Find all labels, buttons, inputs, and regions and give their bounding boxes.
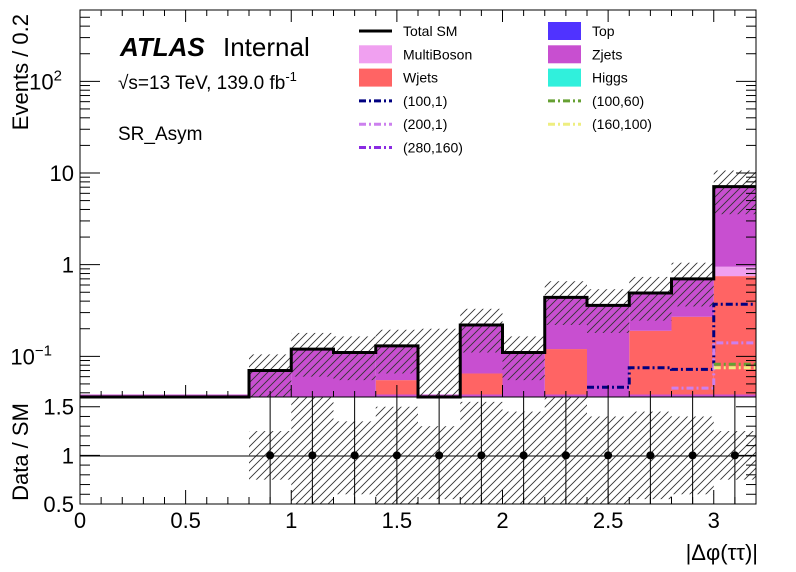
ratio-point [688, 451, 697, 460]
ratio-ticks: 0.511.50 0.5 1 1.5 2 2.5 3 [43, 395, 757, 533]
uncertainty-bin [291, 332, 334, 377]
uncertainty-bin [375, 329, 418, 374]
ratio-point [308, 451, 317, 460]
ratio-point [477, 451, 486, 460]
ratio-point [519, 451, 528, 460]
ratio-point [266, 451, 275, 460]
ratio-point [604, 451, 613, 460]
ratio-y-title: Data / SM [8, 403, 33, 501]
atlas-label: ATLAS [119, 32, 205, 62]
y-tick-label: 10−1 [10, 342, 52, 369]
bar-wjets [671, 316, 714, 397]
ratio-point [350, 451, 359, 460]
ratio-y-tick-label: 0.5 [43, 492, 74, 517]
ratio-y-tick-label: 1 [62, 443, 74, 468]
upper-panel: 10−1 1 10 102 Events / 0.2 ATLAS Internal √… [8, 9, 757, 399]
energy-lumi-label: √s=13 TeV, 139.0 fb-1 [118, 69, 297, 94]
legend-label: Total SM [403, 23, 457, 39]
y-tick-label: 1 [62, 253, 74, 278]
bar-wjets [629, 330, 672, 397]
uncertainty-band [249, 170, 756, 397]
legend-swatch [359, 45, 392, 64]
y-axis-title: Events / 0.2 [8, 14, 33, 130]
legend-label: (280,160) [403, 140, 463, 156]
legend-label: Higgs [592, 70, 628, 86]
upper-y-ticks: 10−1 1 10 102 [10, 9, 757, 397]
ratio-point [435, 451, 444, 460]
legend-label: (160,100) [592, 116, 652, 132]
uncertainty-bin [249, 354, 292, 397]
legend-swatch [548, 45, 581, 64]
x-tick-label: 0.5 [170, 508, 201, 533]
ratio-point [561, 451, 570, 460]
x-tick-label: 0 [74, 508, 86, 533]
signal-(100,1) [587, 302, 756, 389]
uncertainty-bin [333, 336, 376, 381]
bar-wjets [713, 276, 756, 397]
legend-label: Top [592, 23, 615, 39]
legend-label: Wjets [403, 70, 438, 86]
y-tick-label: 10 [50, 161, 74, 186]
ratio-panel: 0.511.50 0.5 1 1.5 2 2.5 3 Data / SM |Δφ(ττ)| [8, 395, 758, 565]
uncertainty-bin [418, 328, 461, 397]
x-tick-label: 2 [496, 508, 508, 533]
bar-wjets [460, 373, 503, 397]
uncertainty-bin [460, 308, 503, 353]
legend-swatch [359, 68, 392, 87]
signal-lines [587, 302, 756, 390]
legend-label: (200,1) [403, 116, 447, 132]
uncertainty-bin [544, 281, 587, 325]
bar-wjets [544, 349, 587, 397]
uncertainty-bin [713, 170, 756, 215]
uncertainty-bin [629, 276, 672, 321]
ratio-point [392, 451, 401, 460]
ratio-uncertainty-band [249, 397, 756, 504]
region-label: SR_Asym [118, 124, 202, 145]
legend-swatch [548, 22, 581, 40]
ratio-point [646, 451, 655, 460]
bar-multiboson [713, 266, 756, 277]
uncertainty-bin [502, 336, 545, 381]
x-axis-title: |Δφ(ττ)| [686, 540, 758, 565]
legend: Total SM Top MultiBoson Zjets Wjets Higgs (100… [359, 22, 652, 156]
uncertainty-bin [587, 289, 630, 333]
ratio-y-tick-label: 1.5 [43, 395, 74, 420]
x-tick-label: 3 [708, 508, 720, 533]
x-tick-label: 1.5 [382, 508, 413, 533]
legend-label: (100,1) [403, 93, 447, 109]
internal-label: Internal [223, 32, 310, 62]
ratio-points [266, 397, 739, 504]
legend-label: MultiBoson [403, 46, 472, 62]
legend-swatch [548, 68, 581, 87]
x-tick-label: 2.5 [593, 508, 624, 533]
x-tick-label: 1 [285, 508, 297, 533]
legend-label: (100,60) [592, 93, 644, 109]
uncertainty-bin [671, 262, 714, 307]
legend-label: Zjets [592, 46, 622, 62]
ratio-point [730, 451, 739, 460]
y-tick-label: 102 [29, 67, 62, 94]
